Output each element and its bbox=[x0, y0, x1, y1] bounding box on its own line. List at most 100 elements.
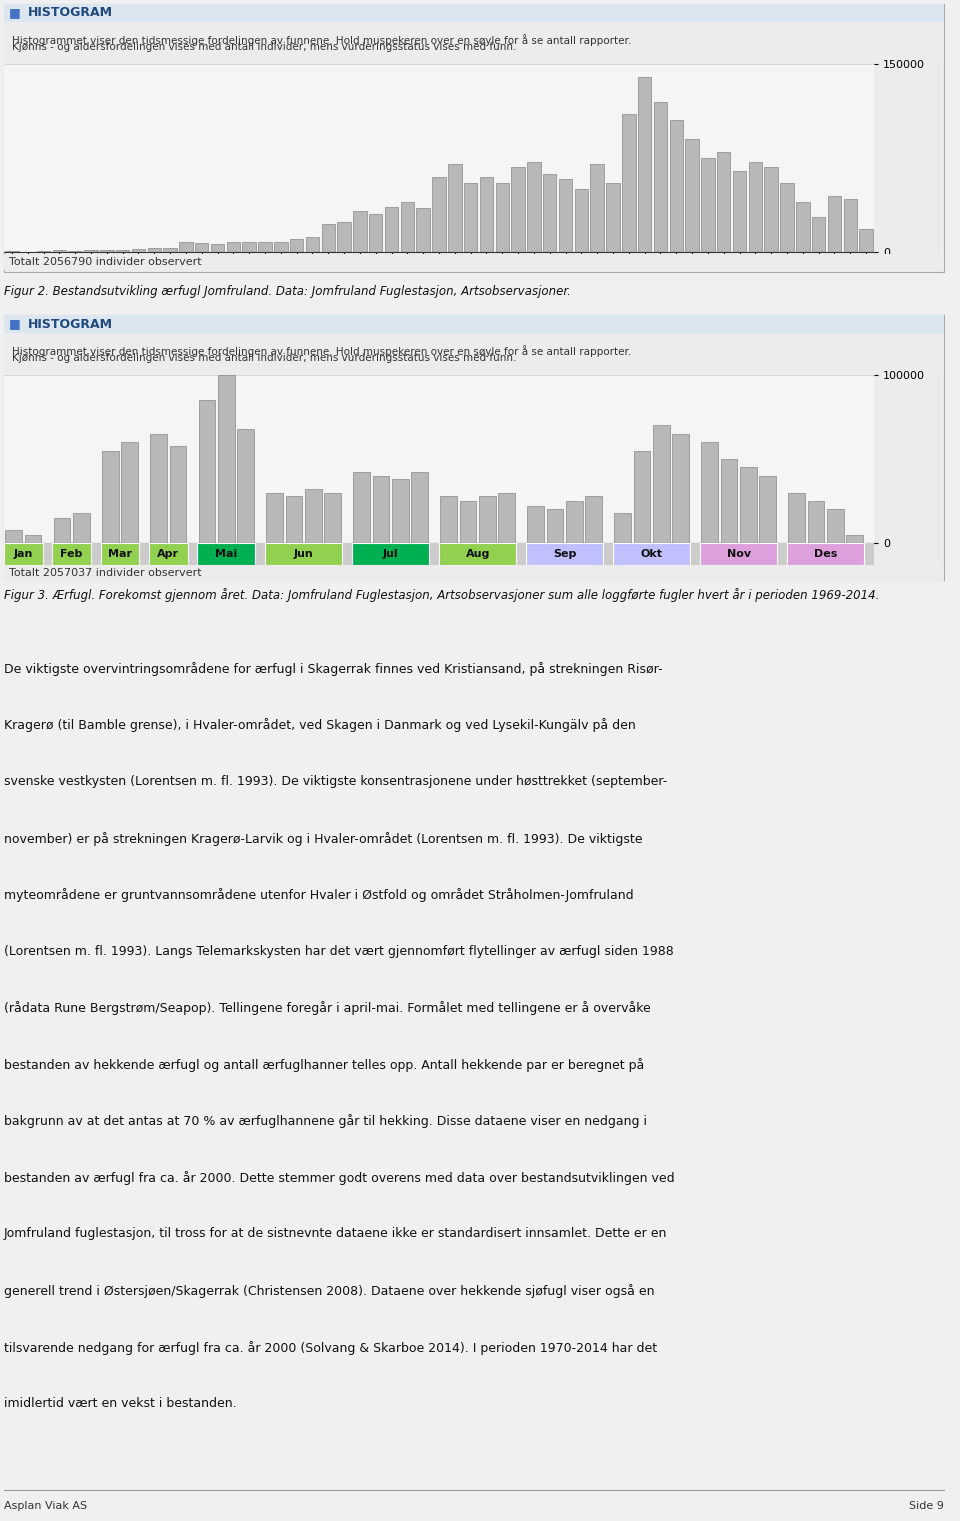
Bar bbox=[286, 496, 302, 543]
Text: Aug: Aug bbox=[466, 549, 490, 560]
Text: Figur 3. Ærfugl. Forekomst gjennom året. Data: Jomfruland Fuglestasjon, Artsobse: Figur 3. Ærfugl. Forekomst gjennom året.… bbox=[4, 589, 879, 602]
Bar bbox=[828, 196, 841, 252]
Bar bbox=[859, 230, 873, 252]
Bar bbox=[151, 433, 167, 543]
Bar bbox=[847, 534, 863, 543]
Text: svenske vestkysten (Lorentsen m. fl. 1993). De viktigste konsentrasjonene under : svenske vestkysten (Lorentsen m. fl. 199… bbox=[4, 776, 667, 788]
Bar bbox=[543, 175, 557, 252]
Bar bbox=[170, 446, 186, 543]
Bar bbox=[527, 506, 544, 543]
Bar bbox=[290, 239, 303, 252]
Bar bbox=[498, 493, 515, 543]
Text: Histogrammet viser den tidsmessige fordelingen av funnene. Hold muspekeren over : Histogrammet viser den tidsmessige forde… bbox=[12, 345, 631, 356]
Text: Figur 2. Bestandsutvikling ærfugl Jomfruland. Data: Jomfruland Fuglestasjon, Art: Figur 2. Bestandsutvikling ærfugl Jomfru… bbox=[4, 286, 571, 298]
Text: ■: ■ bbox=[9, 318, 20, 330]
Text: bakgrunn av at det antas at 70 % av ærfuglhannene går til hekking. Disse dataene: bakgrunn av at det antas at 70 % av ærfu… bbox=[4, 1115, 647, 1129]
Text: Totalt 2056790 individer observert: Totalt 2056790 individer observert bbox=[9, 257, 202, 268]
Text: Mai: Mai bbox=[215, 549, 237, 560]
Bar bbox=[614, 513, 631, 543]
Bar bbox=[575, 189, 588, 252]
Text: (rådata Rune Bergstrøm/Seapop). Tellingene foregår i april-mai. Formålet med tel: (rådata Rune Bergstrøm/Seapop). Tellinge… bbox=[4, 1001, 651, 1015]
Bar bbox=[634, 450, 650, 543]
FancyBboxPatch shape bbox=[352, 543, 429, 564]
Bar bbox=[701, 158, 714, 252]
FancyBboxPatch shape bbox=[265, 543, 343, 564]
Bar bbox=[464, 183, 477, 252]
Bar bbox=[812, 218, 826, 252]
Bar bbox=[369, 214, 382, 252]
Bar bbox=[721, 459, 737, 543]
Bar bbox=[740, 467, 756, 543]
Text: Kjønns - og aldersfordelingen vises med antall individer, mens vurderingsstatus : Kjønns - og aldersfordelingen vises med … bbox=[12, 353, 516, 364]
Text: Apr: Apr bbox=[157, 549, 180, 560]
Bar bbox=[685, 140, 699, 252]
Text: Kjønns - og aldersfordelingen vises med antall individer, mens vurderingsstatus : Kjønns - og aldersfordelingen vises med … bbox=[12, 43, 516, 52]
FancyBboxPatch shape bbox=[149, 543, 187, 564]
Bar bbox=[199, 400, 215, 543]
Text: Histogrammet viser den tidsmessige fordelingen av funnene. Hold muspekeren over : Histogrammet viser den tidsmessige forde… bbox=[12, 33, 631, 46]
FancyBboxPatch shape bbox=[613, 543, 690, 564]
Text: imidlertid vært en vekst i bestanden.: imidlertid vært en vekst i bestanden. bbox=[4, 1398, 236, 1410]
Bar bbox=[237, 429, 253, 543]
Text: Side 9: Side 9 bbox=[909, 1501, 944, 1510]
Text: (Lorentsen m. fl. 1993). Langs Telemarkskysten har det vært gjennomført flytelli: (Lorentsen m. fl. 1993). Langs Telemarks… bbox=[4, 945, 674, 958]
FancyBboxPatch shape bbox=[101, 543, 139, 564]
Bar bbox=[195, 243, 208, 252]
Text: Nov: Nov bbox=[727, 549, 751, 560]
FancyBboxPatch shape bbox=[4, 543, 42, 564]
Bar bbox=[432, 176, 445, 252]
Bar bbox=[25, 534, 41, 543]
Bar bbox=[788, 493, 804, 543]
Bar bbox=[132, 249, 145, 252]
Bar bbox=[764, 167, 778, 252]
Text: Jan: Jan bbox=[13, 549, 33, 560]
Bar bbox=[828, 510, 844, 543]
Bar bbox=[353, 210, 367, 252]
Bar bbox=[669, 120, 683, 252]
Bar bbox=[653, 426, 669, 543]
Bar bbox=[622, 114, 636, 252]
Bar bbox=[412, 473, 428, 543]
Bar bbox=[267, 493, 283, 543]
Text: HISTOGRAM: HISTOGRAM bbox=[28, 6, 112, 20]
Bar bbox=[392, 479, 409, 543]
Bar bbox=[480, 176, 493, 252]
Bar bbox=[807, 500, 825, 543]
Bar bbox=[732, 170, 746, 252]
Bar bbox=[211, 245, 225, 252]
Bar bbox=[637, 76, 651, 252]
Bar bbox=[54, 517, 70, 543]
FancyBboxPatch shape bbox=[439, 543, 516, 564]
Bar bbox=[258, 242, 272, 252]
Bar bbox=[566, 500, 583, 543]
Bar bbox=[122, 443, 138, 543]
Bar bbox=[844, 199, 857, 252]
Bar bbox=[100, 249, 113, 252]
Text: Feb: Feb bbox=[60, 549, 83, 560]
Bar bbox=[148, 248, 161, 252]
Text: Mar: Mar bbox=[108, 549, 132, 560]
Text: myteområdene er gruntvannsområdene utenfor Hvaler i Østfold og området Stråholme: myteområdene er gruntvannsområdene utenf… bbox=[4, 888, 634, 902]
Bar bbox=[796, 202, 809, 252]
Bar bbox=[672, 433, 689, 543]
Text: Okt: Okt bbox=[640, 549, 662, 560]
Bar bbox=[607, 183, 620, 252]
Bar bbox=[527, 161, 540, 252]
Bar bbox=[227, 242, 240, 252]
Bar bbox=[337, 222, 350, 252]
Bar bbox=[654, 102, 667, 252]
Bar bbox=[102, 450, 118, 543]
Bar bbox=[749, 161, 762, 252]
Bar bbox=[73, 513, 89, 543]
Bar bbox=[243, 242, 256, 252]
Bar bbox=[84, 249, 98, 252]
Text: Jun: Jun bbox=[294, 549, 314, 560]
Bar bbox=[559, 179, 572, 252]
Text: Totalt 2057037 individer observert: Totalt 2057037 individer observert bbox=[9, 567, 202, 578]
Text: Kragerø (til Bamble grense), i Hvaler-området, ved Skagen i Danmark og ved Lysek: Kragerø (til Bamble grense), i Hvaler-om… bbox=[4, 718, 636, 733]
Bar bbox=[479, 496, 495, 543]
Bar bbox=[400, 202, 414, 252]
Bar bbox=[275, 242, 288, 252]
Bar bbox=[305, 490, 322, 543]
Text: Des: Des bbox=[814, 549, 837, 560]
